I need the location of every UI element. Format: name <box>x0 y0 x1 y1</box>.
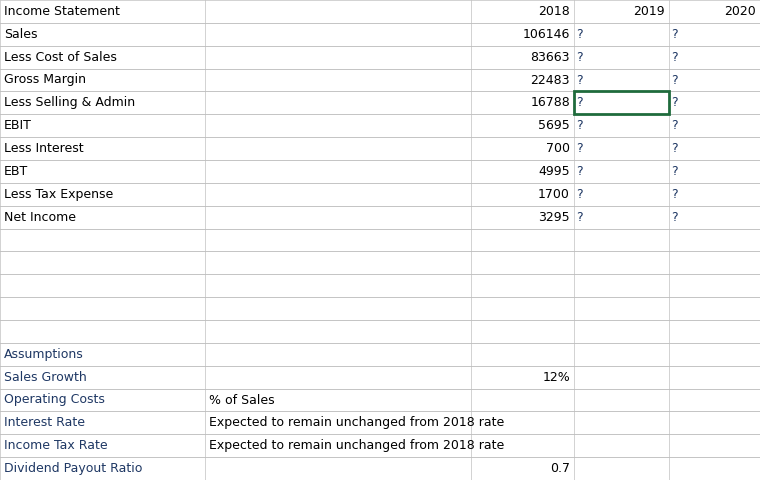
Text: ?: ? <box>576 188 583 201</box>
Text: 1700: 1700 <box>538 188 570 201</box>
Text: ?: ? <box>576 28 583 41</box>
Text: Income Tax Rate: Income Tax Rate <box>4 439 107 452</box>
Text: Operating Costs: Operating Costs <box>4 394 105 407</box>
Text: ?: ? <box>671 51 678 64</box>
Text: Less Cost of Sales: Less Cost of Sales <box>4 51 117 64</box>
Text: ?: ? <box>671 165 678 178</box>
Text: Less Interest: Less Interest <box>4 142 84 155</box>
Text: ?: ? <box>576 96 583 109</box>
Text: Less Selling & Admin: Less Selling & Admin <box>4 96 135 109</box>
Text: Income Statement: Income Statement <box>4 5 119 18</box>
Text: % of Sales: % of Sales <box>209 394 274 407</box>
Text: ?: ? <box>671 142 678 155</box>
Text: 3295: 3295 <box>538 211 570 224</box>
Text: Less Tax Expense: Less Tax Expense <box>4 188 113 201</box>
Text: Net Income: Net Income <box>4 211 76 224</box>
Text: Dividend Payout Ratio: Dividend Payout Ratio <box>4 462 142 475</box>
Text: ?: ? <box>576 51 583 64</box>
Text: Expected to remain unchanged from 2018 rate: Expected to remain unchanged from 2018 r… <box>209 416 504 429</box>
Text: ?: ? <box>671 28 678 41</box>
Text: ?: ? <box>576 73 583 86</box>
Text: 12%: 12% <box>542 371 570 384</box>
Text: ?: ? <box>576 211 583 224</box>
Text: 5695: 5695 <box>538 119 570 132</box>
Text: Assumptions: Assumptions <box>4 348 84 361</box>
Text: Sales Growth: Sales Growth <box>4 371 87 384</box>
Bar <box>574 91 669 114</box>
Text: Gross Margin: Gross Margin <box>4 73 86 86</box>
Text: 700: 700 <box>546 142 570 155</box>
Text: 2020: 2020 <box>724 5 756 18</box>
Text: 0.7: 0.7 <box>550 462 570 475</box>
Text: Sales: Sales <box>4 28 37 41</box>
Text: ?: ? <box>671 188 678 201</box>
Text: 83663: 83663 <box>530 51 570 64</box>
Text: EBT: EBT <box>4 165 28 178</box>
Text: ?: ? <box>671 96 678 109</box>
Text: ?: ? <box>576 165 583 178</box>
Text: 16788: 16788 <box>530 96 570 109</box>
Text: 106146: 106146 <box>523 28 570 41</box>
Text: 22483: 22483 <box>530 73 570 86</box>
Text: ?: ? <box>576 142 583 155</box>
Text: 4995: 4995 <box>538 165 570 178</box>
Text: ?: ? <box>671 119 678 132</box>
Text: 2018: 2018 <box>538 5 570 18</box>
Text: ?: ? <box>671 73 678 86</box>
Text: Interest Rate: Interest Rate <box>4 416 85 429</box>
Text: ?: ? <box>576 119 583 132</box>
Text: 2019: 2019 <box>633 5 665 18</box>
Text: Expected to remain unchanged from 2018 rate: Expected to remain unchanged from 2018 r… <box>209 439 504 452</box>
Text: EBIT: EBIT <box>4 119 32 132</box>
Text: ?: ? <box>671 211 678 224</box>
